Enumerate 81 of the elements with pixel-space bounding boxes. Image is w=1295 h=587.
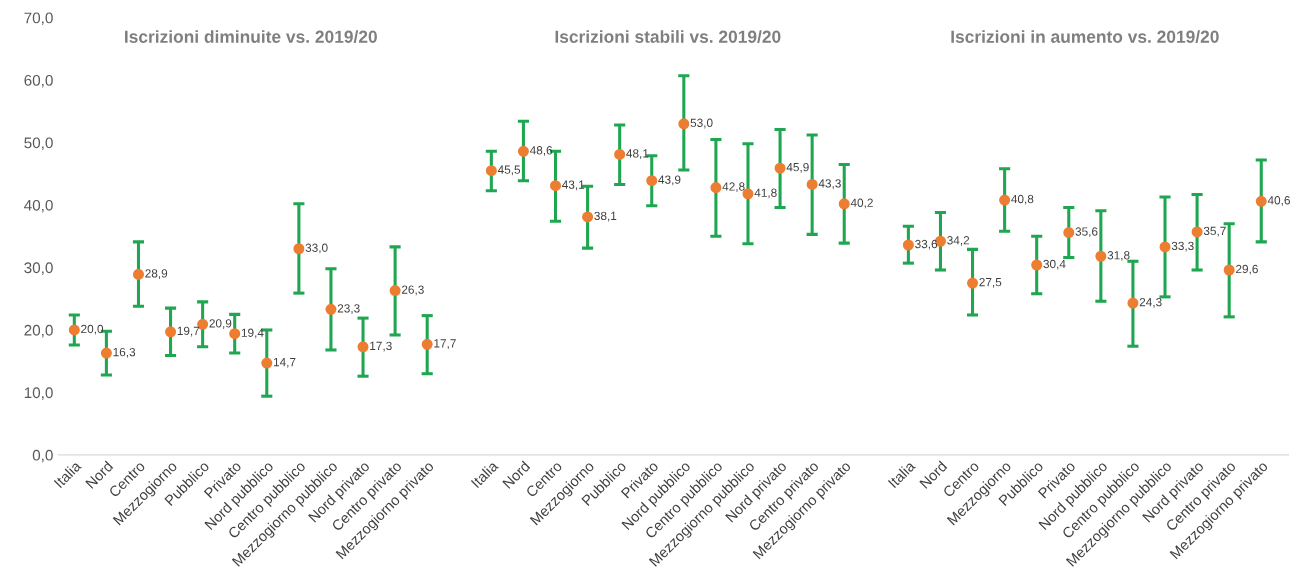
data-label: 48,6 bbox=[529, 146, 553, 156]
y-tick-label: 30,0 bbox=[24, 262, 53, 275]
point bbox=[902, 239, 914, 251]
point bbox=[1255, 195, 1267, 207]
data-label: 20,0 bbox=[81, 324, 104, 335]
y-tick-label: 20,0 bbox=[24, 324, 53, 338]
data-label: 48,1 bbox=[626, 149, 649, 159]
point bbox=[261, 357, 273, 369]
data-label: 35,7 bbox=[1203, 226, 1226, 237]
point bbox=[165, 326, 177, 338]
point bbox=[774, 162, 786, 174]
point bbox=[582, 211, 594, 223]
y-tick-label: 0,0 bbox=[32, 449, 53, 463]
data-label: 43,3 bbox=[818, 179, 841, 189]
data-label: 43,9 bbox=[658, 175, 681, 186]
data-label: 40,2 bbox=[850, 198, 873, 209]
data-label: 26,3 bbox=[401, 285, 424, 296]
point bbox=[357, 341, 369, 353]
point bbox=[132, 268, 144, 280]
point bbox=[710, 182, 722, 194]
point bbox=[68, 324, 80, 336]
data-label: 33,6 bbox=[915, 239, 938, 250]
point bbox=[1031, 259, 1043, 271]
data-label: 45,9 bbox=[786, 162, 809, 173]
data-label: 40,6 bbox=[1267, 196, 1290, 206]
data-label: 20,9 bbox=[209, 319, 232, 329]
data-label: 45,5 bbox=[497, 165, 521, 176]
data-label: 34,2 bbox=[947, 236, 970, 246]
data-label: 29,6 bbox=[1236, 264, 1258, 275]
point bbox=[614, 148, 626, 160]
data-label: 40,8 bbox=[1011, 194, 1034, 205]
data-label: 30,4 bbox=[1043, 259, 1066, 270]
point bbox=[325, 303, 337, 315]
annotation: Iscrizioni in aumento vs. 2019/20 bbox=[951, 30, 1219, 44]
point bbox=[999, 194, 1011, 206]
data-label: 28,9 bbox=[145, 269, 168, 279]
data-label: 33,0 bbox=[305, 243, 328, 254]
point bbox=[550, 180, 562, 192]
data-label: 42,8 bbox=[722, 182, 745, 193]
y-tick-label: 10,0 bbox=[24, 387, 53, 400]
point bbox=[838, 198, 850, 210]
data-label: 41,8 bbox=[754, 188, 777, 199]
point bbox=[1063, 227, 1075, 239]
point bbox=[1095, 250, 1107, 262]
point bbox=[421, 338, 433, 350]
data-label: 23,3 bbox=[337, 304, 360, 314]
data-label: 24,3 bbox=[1139, 297, 1162, 308]
point bbox=[967, 277, 979, 289]
point bbox=[1159, 241, 1171, 253]
data-label: 27,5 bbox=[979, 277, 1002, 288]
point bbox=[100, 347, 112, 359]
point bbox=[1223, 264, 1235, 276]
point bbox=[197, 318, 209, 330]
y-tick-label: 50,0 bbox=[24, 137, 53, 151]
point bbox=[1191, 226, 1203, 238]
point bbox=[517, 145, 529, 157]
point bbox=[485, 165, 497, 177]
data-label: 43,1 bbox=[562, 180, 585, 191]
point bbox=[678, 118, 690, 130]
point bbox=[1127, 297, 1139, 309]
point bbox=[646, 175, 658, 187]
data-label: 17,3 bbox=[370, 341, 392, 352]
y-tick-label: 70,0 bbox=[24, 12, 53, 26]
point bbox=[389, 285, 401, 297]
data-label: 17,7 bbox=[434, 339, 456, 349]
y-tick-label: 40,0 bbox=[24, 199, 53, 213]
data-label: 19,4 bbox=[241, 328, 264, 339]
point bbox=[293, 243, 305, 255]
data-label: 38,1 bbox=[594, 211, 617, 222]
data-label: 16,3 bbox=[113, 347, 136, 358]
point bbox=[806, 178, 818, 190]
data-label: 14,7 bbox=[273, 358, 296, 368]
data-label: 53,0 bbox=[690, 118, 713, 129]
annotation: Iscrizioni stabili vs. 2019/20 bbox=[555, 30, 781, 44]
annotation: Iscrizioni diminuite vs. 2019/20 bbox=[125, 30, 377, 44]
y-tick-label: 60,0 bbox=[24, 74, 53, 88]
data-label: 31,8 bbox=[1107, 251, 1130, 261]
data-label: 33,3 bbox=[1171, 241, 1194, 252]
data-label: 35,6 bbox=[1075, 227, 1098, 238]
data-label: 19,7 bbox=[177, 326, 200, 337]
point bbox=[229, 328, 241, 340]
